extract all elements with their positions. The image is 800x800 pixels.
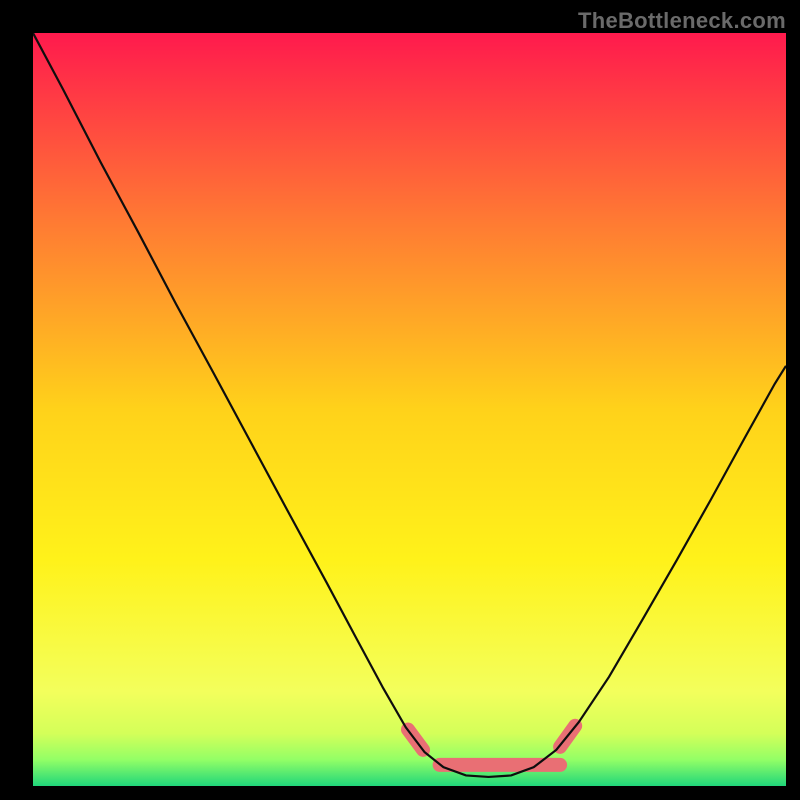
curve-layer [33,33,786,786]
plot-area [33,33,786,786]
attribution-text: TheBottleneck.com [578,8,786,34]
bottleneck-curve [33,33,786,777]
